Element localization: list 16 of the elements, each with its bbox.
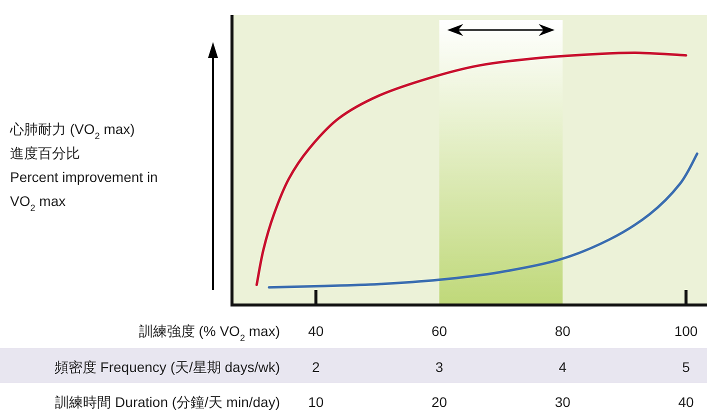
x-tick-label: 60 (431, 323, 448, 339)
x-tick-label: 100 (674, 323, 698, 339)
x-tick-label: 80 (554, 323, 571, 339)
text: 心肺耐力 (VO$_{2}$ max) 進度百分比 Percent improvement in VO$_{2}$ max (10, 121, 158, 213)
text: 訓練時間 Duration (分鐘/天 min/day) (55, 394, 280, 410)
text: 10 (308, 394, 324, 410)
text: 20 (431, 394, 448, 410)
x-axis-title: 訓練強度 (% VO$_{2}$ max) (138, 323, 280, 343)
x2-tick-label: 3 (435, 359, 444, 375)
text: 40 (678, 394, 694, 410)
x2-tick-label: 4 (558, 359, 567, 375)
x2-tick-label: 2 (312, 359, 320, 375)
x2-axis-title: 頻密度 Frequency (天/星期 days/wk) (54, 359, 280, 375)
x-tick-label: 40 (308, 323, 324, 339)
x2-tick-label: 5 (682, 359, 690, 375)
text: 30 (554, 394, 571, 410)
